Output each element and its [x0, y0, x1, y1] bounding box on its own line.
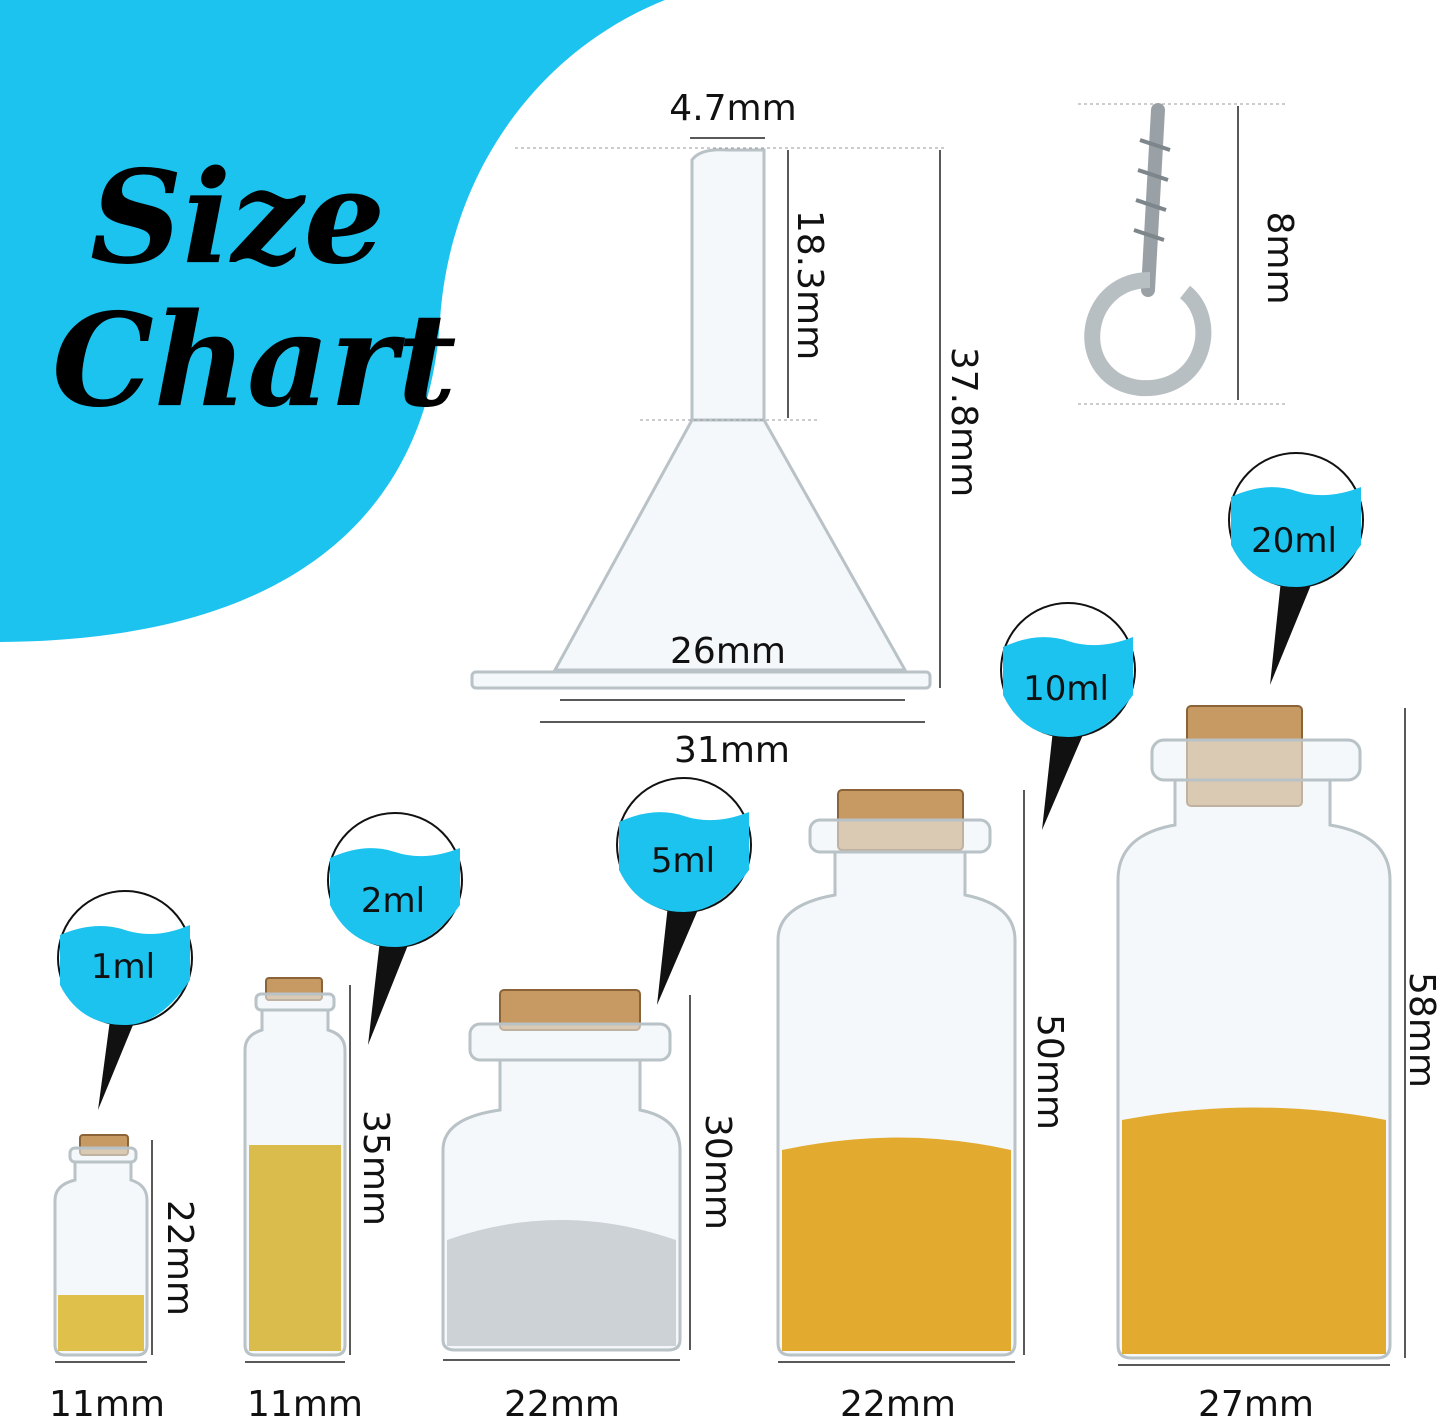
bottle-2-width: 11mm: [247, 1384, 363, 1421]
eye-screw-illustration: [1078, 103, 1288, 405]
funnel-tip-width-label: 4.7mm: [669, 88, 796, 129]
capacity-bubble-5ml: [616, 777, 752, 1005]
funnel-cone-width-label: 26mm: [670, 631, 786, 672]
bottle-10ml: [776, 789, 1025, 1363]
bottle-5-capacity: 20ml: [1251, 521, 1337, 561]
bottle-5-height: 58mm: [1401, 972, 1442, 1088]
capacity-bubble-2ml: [327, 812, 463, 1045]
bottle-1-capacity: 1ml: [91, 947, 155, 987]
bottle-3-width: 22mm: [504, 1384, 620, 1421]
title-chart: Chart: [52, 286, 456, 436]
bottle-2-capacity: 2ml: [361, 881, 425, 921]
funnel-stem-height-label: 18.3mm: [789, 210, 830, 360]
funnel-illustration: [470, 137, 945, 723]
bottle-5-width: 27mm: [1198, 1384, 1314, 1421]
bottle-1ml: [53, 1134, 153, 1363]
funnel-total-height-label: 37.8mm: [943, 347, 984, 497]
blue-background-blob: [0, 0, 665, 642]
bottle-5ml: [441, 989, 691, 1361]
bottle-2-height: 35mm: [355, 1110, 396, 1226]
bottle-4-width: 22mm: [840, 1384, 956, 1421]
bottle-4-height: 50mm: [1029, 1014, 1070, 1130]
bottle-1-height: 22mm: [159, 1200, 200, 1316]
capacity-bubble-1ml: [57, 890, 193, 1110]
funnel-flange-width-label: 31mm: [674, 730, 790, 771]
title-size: Size: [90, 143, 385, 293]
capacity-bubble-20ml: [1228, 452, 1364, 685]
bottle-20ml: [1116, 705, 1406, 1366]
bottle-4-capacity: 10ml: [1023, 669, 1109, 709]
bottle-1-width: 11mm: [49, 1384, 165, 1421]
bottle-3-capacity: 5ml: [651, 841, 715, 881]
eye-screw-height-label: 8mm: [1259, 211, 1300, 304]
capacity-bubble-10ml: [1000, 602, 1136, 830]
bottle-2ml: [243, 977, 351, 1363]
bottle-3-height: 30mm: [697, 1114, 738, 1230]
